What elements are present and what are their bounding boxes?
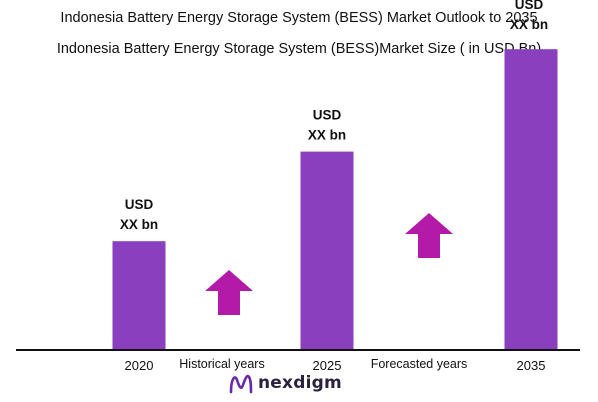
bars	[112, 49, 558, 350]
growth-arrow-up-icon	[205, 270, 253, 315]
x-tick-label-2020: 2020	[125, 358, 154, 373]
x-axis-tick-labels: 2020 2025 2035	[125, 358, 546, 373]
data-label-2035-currency: USD	[515, 0, 544, 12]
chart-subtitle: Indonesia Battery Energy Storage System …	[56, 41, 542, 57]
chart-title: Indonesia Battery Energy Storage System …	[60, 10, 538, 26]
data-label-2035-value: XX bn	[510, 17, 548, 32]
period-label-forecasted: Forecasted years	[371, 357, 468, 371]
bar-2020	[112, 241, 166, 350]
data-label-2025-currency: USD	[313, 108, 342, 123]
x-tick-label-2025: 2025	[313, 358, 342, 373]
bar-2035	[504, 49, 558, 350]
bar-data-labels: USD XX bn USD XX bn USD XX bn	[120, 0, 548, 232]
period-labels: Historical years Forecasted years	[179, 357, 467, 371]
growth-arrow-up-icon	[405, 213, 453, 258]
nexdigm-logo: nexdigm	[228, 370, 342, 396]
nexdigm-logo-icon	[229, 374, 253, 394]
growth-arrows	[205, 213, 453, 315]
bar-2025	[300, 151, 354, 350]
data-label-2020-currency: USD	[125, 197, 154, 212]
data-label-2020-value: XX bn	[120, 217, 158, 232]
x-tick-label-2035: 2035	[517, 358, 546, 373]
period-label-historical: Historical years	[179, 357, 264, 371]
logo-text: nexdigm	[258, 373, 342, 393]
data-label-2025-value: XX bn	[308, 128, 346, 143]
